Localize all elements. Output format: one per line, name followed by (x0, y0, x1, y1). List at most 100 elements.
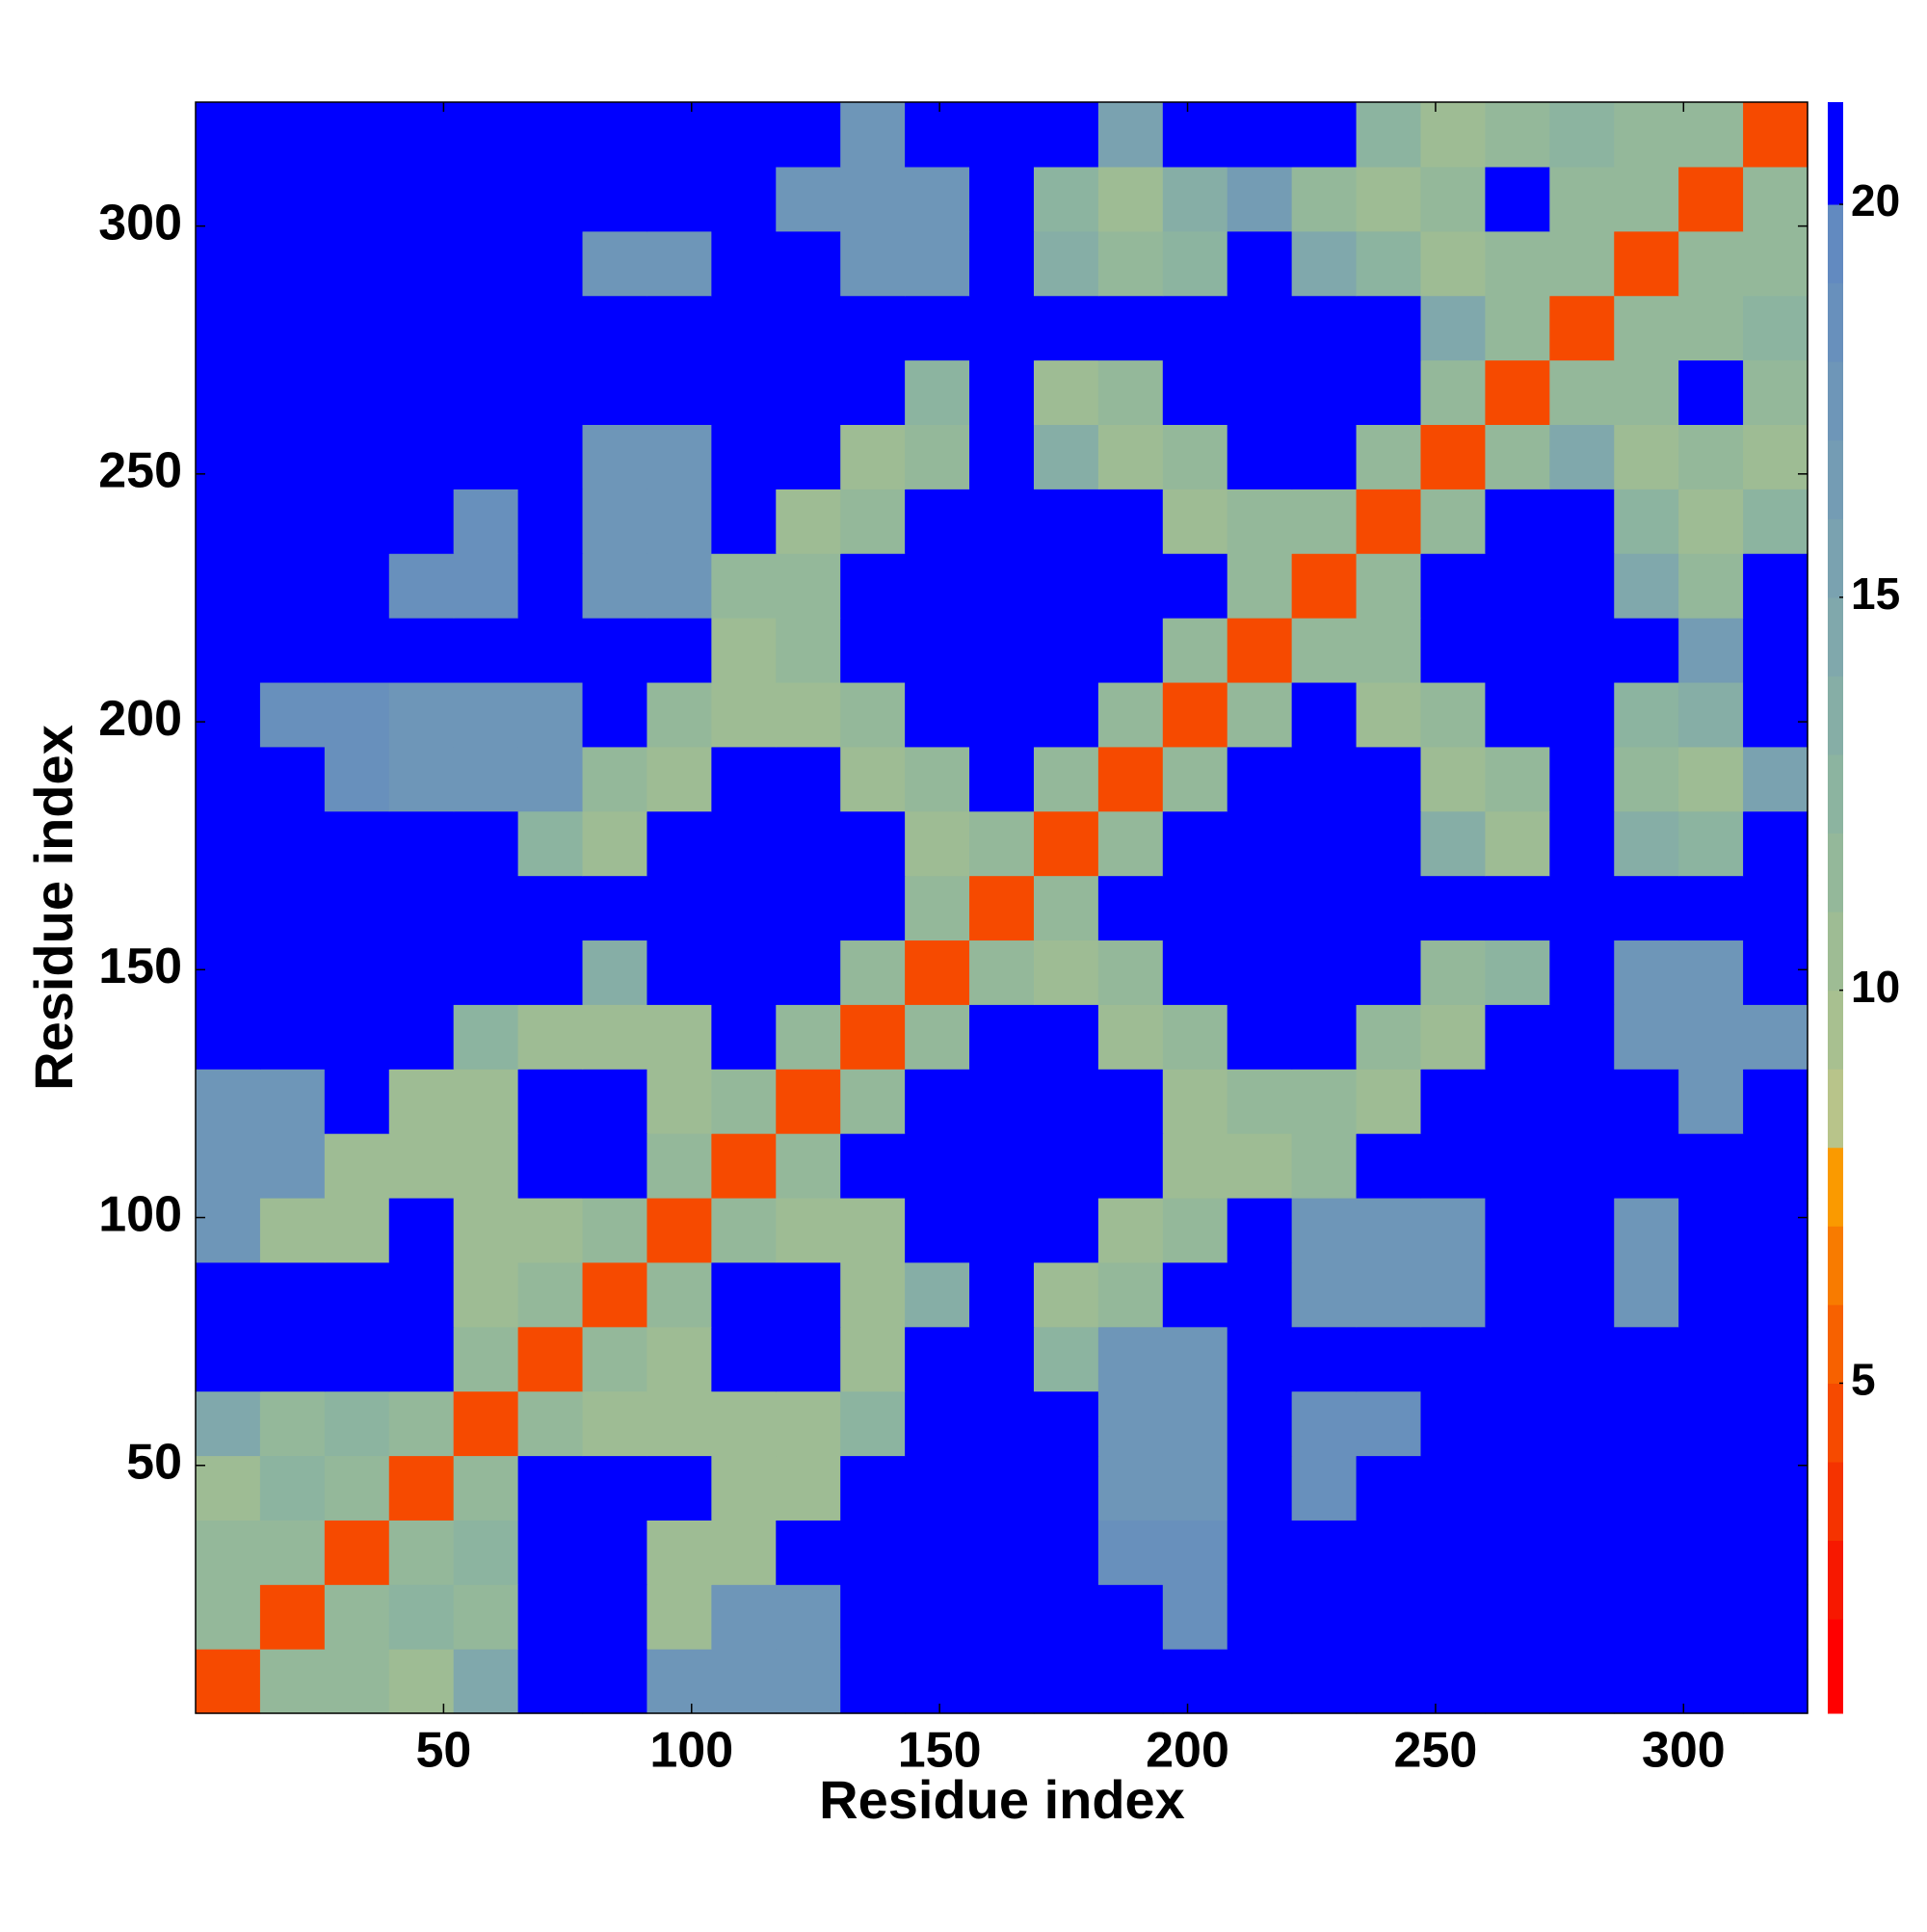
heatmap-cell (1227, 1261, 1293, 1328)
heatmap-cell (388, 810, 455, 877)
heatmap-cell (905, 489, 970, 554)
heatmap-cell (1227, 746, 1293, 812)
colorbar-tick-label: 10 (1851, 962, 1900, 1012)
heatmap-cell (1227, 359, 1293, 425)
heatmap-cell (1420, 618, 1486, 683)
colorbar-segment (1828, 1147, 1843, 1227)
heatmap-cell (1549, 1133, 1615, 1199)
heatmap-cell (969, 1069, 1035, 1134)
heatmap-cell (1227, 1197, 1293, 1263)
heatmap-cell (196, 1584, 261, 1650)
heatmap-cell (776, 553, 841, 619)
heatmap-cell (1356, 1390, 1422, 1457)
heatmap-cell (1356, 1261, 1422, 1328)
heatmap-cell (776, 166, 841, 232)
heatmap-cell (1549, 1455, 1615, 1521)
heatmap-cell (1743, 810, 1808, 877)
heatmap-cell (647, 424, 712, 490)
heatmap-cell (647, 166, 712, 232)
heatmap-cell (1097, 295, 1164, 361)
heatmap-cell (905, 1584, 970, 1650)
heatmap-cell (582, 166, 648, 232)
heatmap-cell (711, 810, 777, 877)
heatmap-cell (840, 875, 906, 941)
heatmap-cell (969, 875, 1035, 941)
heatmap-cell (1743, 681, 1808, 748)
heatmap-cell (711, 1197, 777, 1263)
heatmap-cell (582, 553, 648, 619)
heatmap-cell (1097, 1004, 1164, 1070)
heatmap-cell (196, 1197, 261, 1263)
heatmap-cell (840, 1326, 906, 1392)
heatmap-cell (324, 166, 390, 232)
heatmap-cell (1678, 1133, 1744, 1199)
heatmap-cell (1227, 489, 1293, 554)
heatmap-cell (1097, 553, 1164, 619)
heatmap-cell (840, 230, 906, 297)
heatmap-cell (1678, 1004, 1744, 1070)
heatmap-cell (324, 1261, 390, 1328)
heatmap-cell (453, 618, 519, 683)
heatmap-cell (1614, 1649, 1679, 1714)
heatmap-cell (1227, 618, 1293, 683)
heatmap-cell (711, 1004, 777, 1070)
heatmap-cell (1614, 553, 1679, 619)
heatmap-cell (259, 746, 326, 812)
heatmap-cell (517, 102, 584, 168)
heatmap-cell (776, 875, 841, 941)
heatmap-cell (1162, 553, 1228, 619)
heatmap-cell (324, 1069, 390, 1134)
heatmap-cell (1743, 1584, 1808, 1650)
heatmap-cell (1614, 1455, 1679, 1521)
heatmap-cell (1678, 359, 1744, 425)
heatmap-cell (1420, 230, 1486, 297)
heatmap-cell (776, 810, 841, 877)
heatmap-cell (776, 295, 841, 361)
heatmap-cell (1356, 875, 1422, 941)
heatmap-cell (840, 424, 906, 490)
heatmap-cell (969, 681, 1035, 748)
heatmap-cell (1162, 618, 1228, 683)
heatmap-cell (517, 295, 584, 361)
heatmap-cell (196, 618, 261, 683)
heatmap-cell (840, 553, 906, 619)
heatmap-cell (1291, 940, 1358, 1005)
heatmap-cell (582, 1584, 648, 1650)
heatmap-cell (647, 810, 712, 877)
heatmap-cell (453, 1649, 519, 1714)
heatmap-cell (969, 230, 1035, 297)
heatmap-cell (582, 359, 648, 425)
heatmap-cell (1485, 1584, 1550, 1650)
heatmap-cell (905, 1649, 970, 1714)
heatmap-cell (1549, 553, 1615, 619)
heatmap-cell (905, 166, 970, 232)
heatmap-cell (1678, 1261, 1744, 1328)
y-tick-label: 200 (98, 691, 182, 747)
heatmap-cell (1356, 230, 1422, 297)
heatmap-cell (1291, 1455, 1358, 1521)
heatmap-cell (259, 681, 326, 748)
plot-frame (195, 101, 1808, 1714)
heatmap-cell (259, 102, 326, 168)
heatmap-cell (517, 489, 584, 554)
heatmap-cell (711, 1455, 777, 1521)
heatmap-cell (196, 489, 261, 554)
heatmap-cell (517, 1004, 584, 1070)
heatmap-cell (711, 1069, 777, 1134)
heatmap-cell (196, 1133, 261, 1199)
heatmap-cell (1420, 424, 1486, 490)
heatmap-cell (1291, 1584, 1358, 1650)
heatmap-cell (324, 1584, 390, 1650)
heatmap-cell (711, 1133, 777, 1199)
heatmap-cell (1097, 1326, 1164, 1392)
heatmap-cell (453, 295, 519, 361)
heatmap-cell (1420, 1584, 1486, 1650)
heatmap-cell (711, 359, 777, 425)
heatmap-cell (647, 489, 712, 554)
heatmap-cell (196, 940, 261, 1005)
heatmap-cell (1420, 1455, 1486, 1521)
heatmap-cell (1420, 1649, 1486, 1714)
heatmap-cell (388, 489, 455, 554)
heatmap-cell (711, 166, 777, 232)
